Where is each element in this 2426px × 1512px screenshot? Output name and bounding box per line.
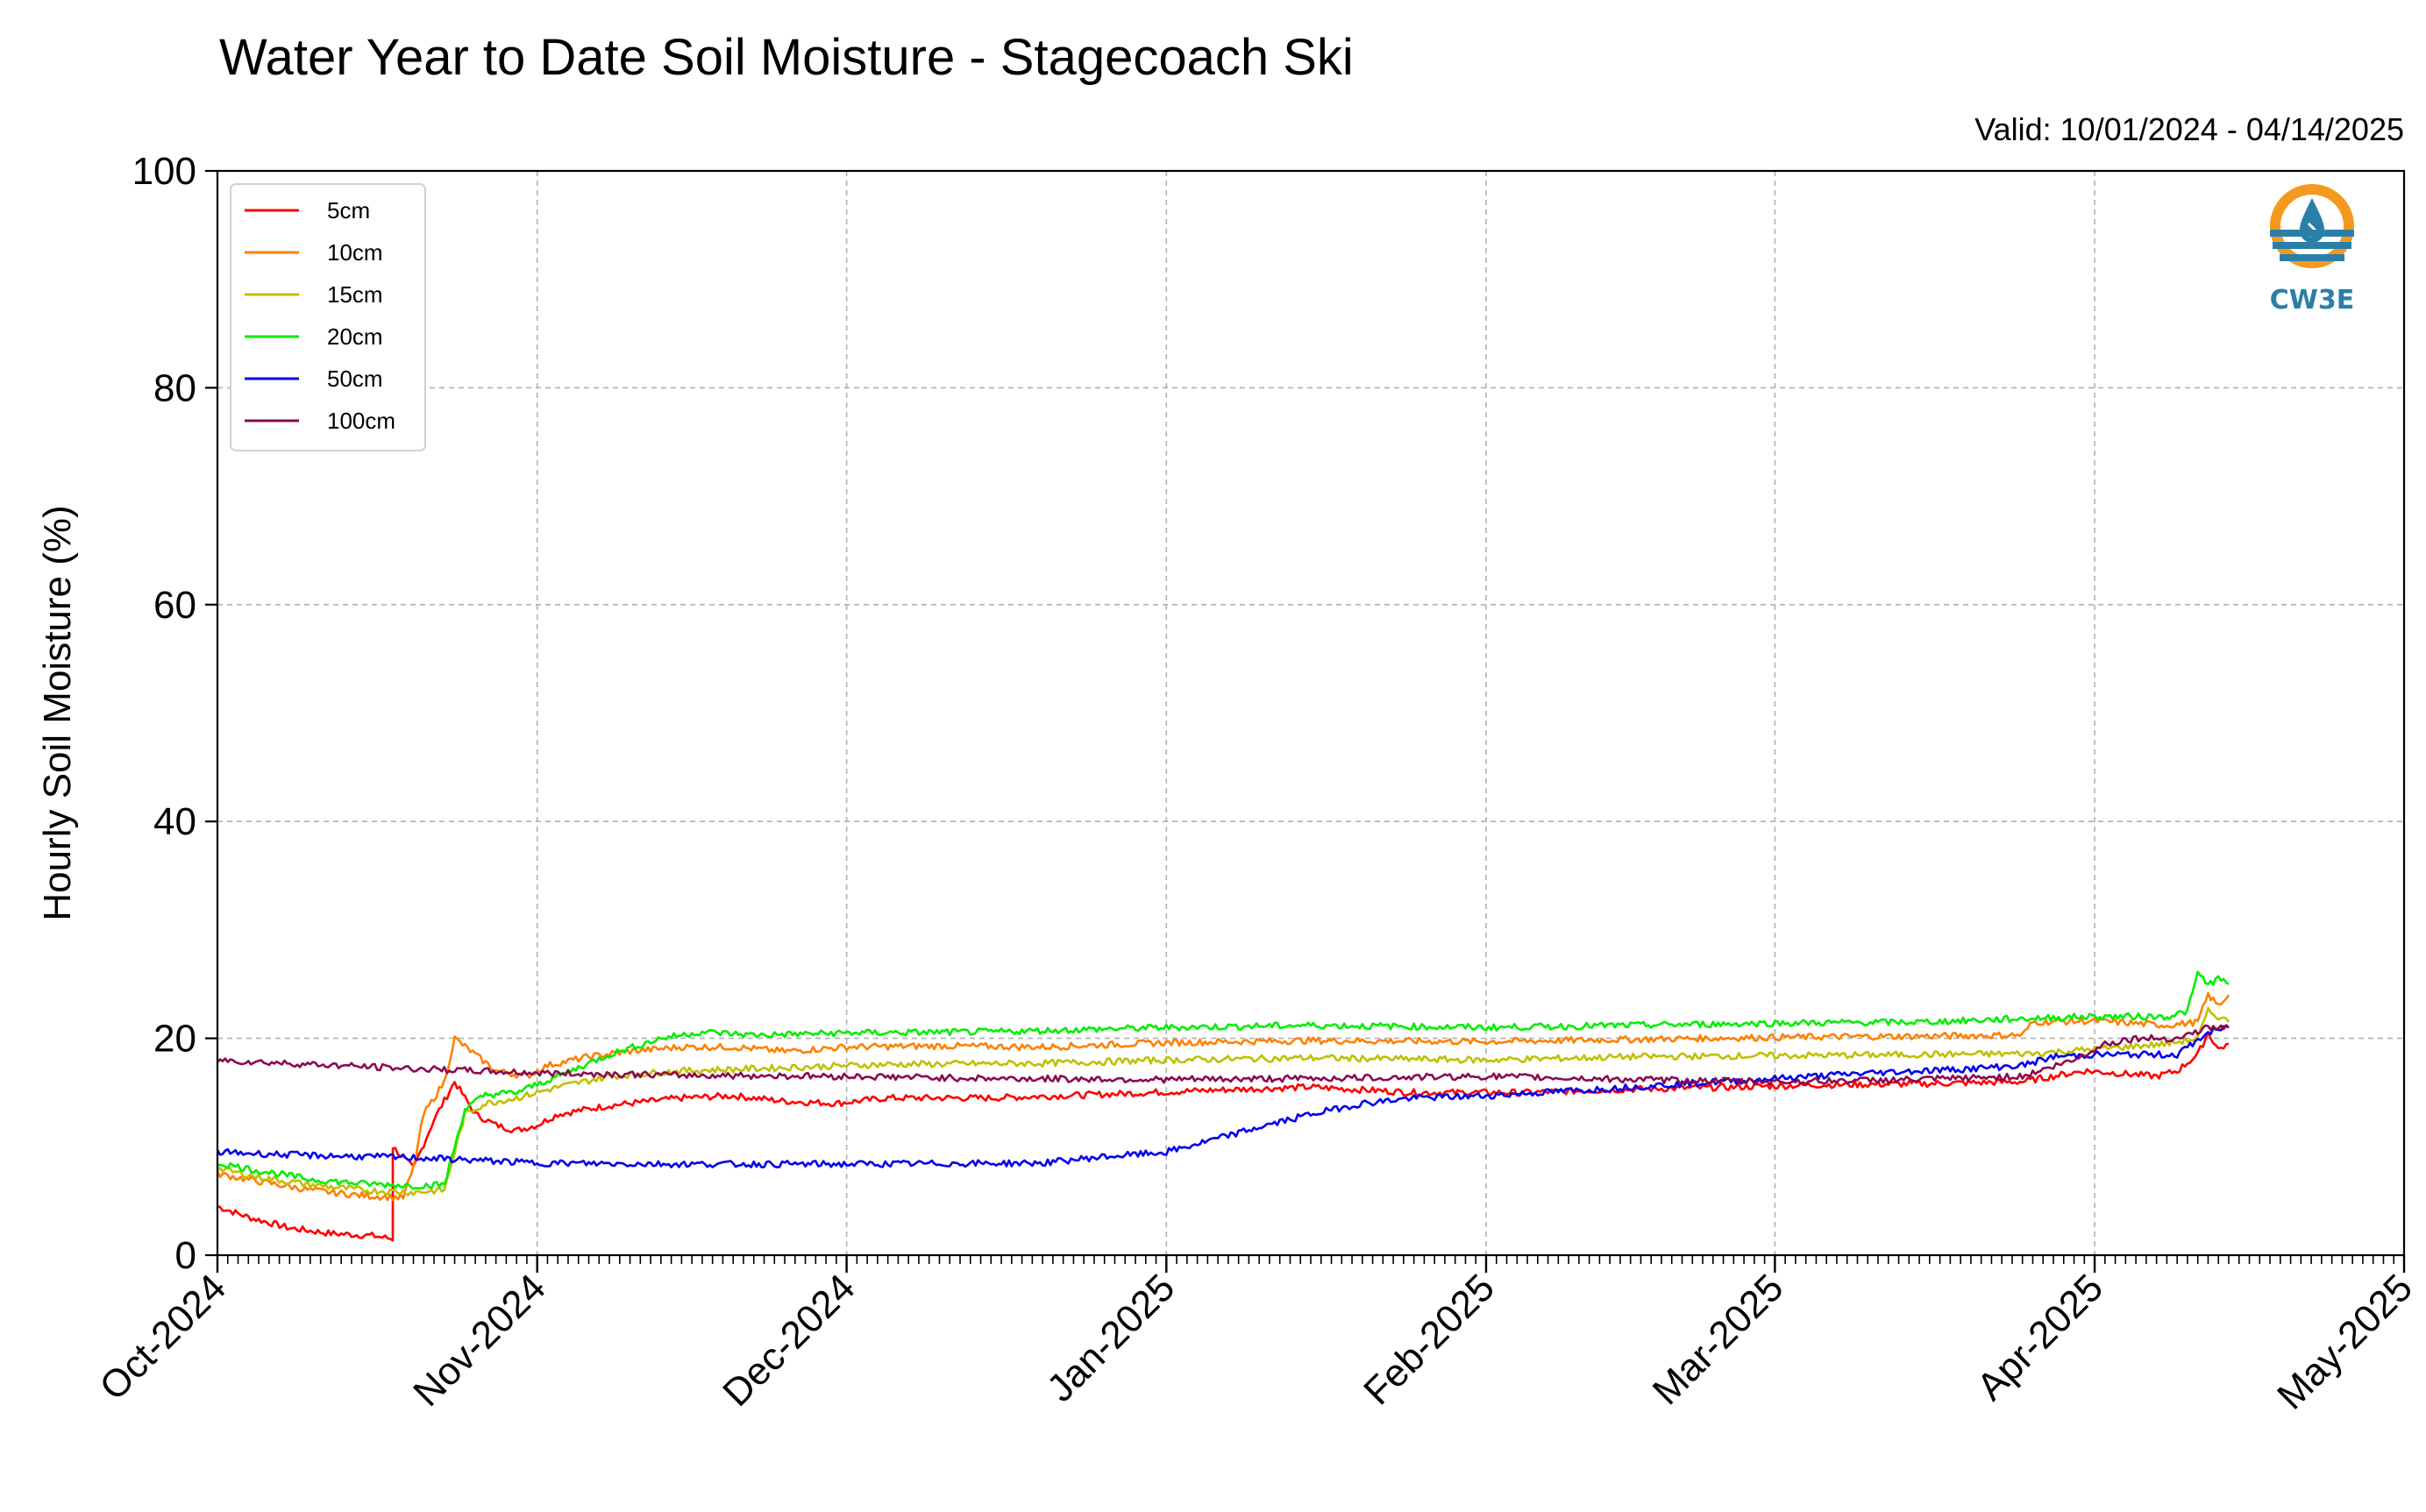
legend-label: 100cm [327,408,395,434]
series-line-10cm [216,991,2230,1202]
y-tick-label: 40 [153,800,196,843]
legend-label: 20cm [327,323,383,350]
legend-label: 15cm [327,281,383,308]
cw3e-logo: CW3E [2270,184,2354,316]
water-drop-icon [2270,184,2354,268]
y-axis-label: Hourly Soil Moisture (%) [36,505,79,920]
y-tick-label: 0 [175,1234,196,1277]
chart-title: Water Year to Date Soil Moisture - Stage… [219,29,1354,86]
y-tick-label: 100 [132,150,196,193]
logo-text: CW3E [2270,285,2354,316]
series-line-50cm [216,1025,2230,1168]
series-line-5cm [217,1031,2230,1242]
logo-wave [2280,254,2344,261]
legend-label: 50cm [327,366,383,392]
y-tick-label: 20 [153,1018,196,1061]
series-line-100cm [217,1024,2230,1086]
legend-box [230,183,426,451]
legend-label: 5cm [327,197,370,224]
series-line-15cm [216,1006,2230,1196]
legend-label: 10cm [327,239,383,266]
chart-subtitle: Valid: 10/01/2024 - 04/14/2025 [1974,111,2404,147]
grid-lines [217,171,2404,1255]
legend: 5cm 10cm 15cm 20cm 50cm 100cm [230,183,426,451]
logo-wave [2273,242,2351,249]
y-tick-label: 60 [153,584,196,627]
logo-wave [2270,230,2354,237]
y-tick-label: 80 [153,366,196,409]
series-lines [216,970,2230,1242]
axes [205,169,2406,1273]
